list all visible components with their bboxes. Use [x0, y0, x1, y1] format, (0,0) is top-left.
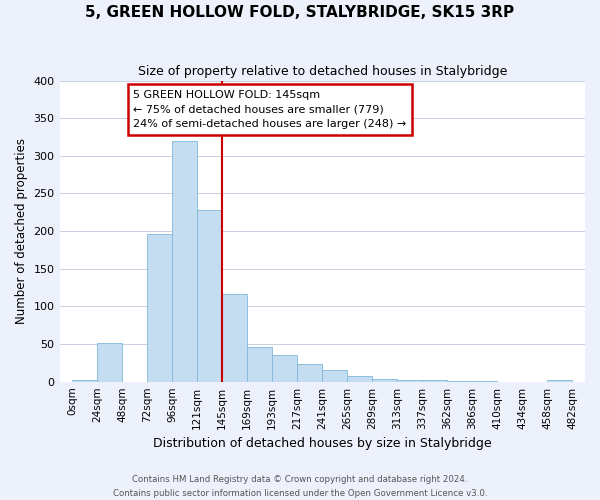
Bar: [172, 141, 197, 382]
Bar: [547, 380, 572, 382]
Bar: [97, 342, 122, 382]
Bar: [297, 364, 322, 382]
Text: 5, GREEN HOLLOW FOLD, STALYBRIDGE, SK15 3RP: 5, GREEN HOLLOW FOLD, STALYBRIDGE, SK15 …: [85, 5, 515, 20]
Y-axis label: Number of detached properties: Number of detached properties: [15, 138, 28, 324]
Text: 5 GREEN HOLLOW FOLD: 145sqm
← 75% of detached houses are smaller (779)
24% of se: 5 GREEN HOLLOW FOLD: 145sqm ← 75% of det…: [133, 90, 406, 129]
Title: Size of property relative to detached houses in Stalybridge: Size of property relative to detached ho…: [137, 65, 507, 78]
Bar: [422, 380, 448, 382]
Bar: [247, 347, 272, 382]
Bar: [472, 381, 497, 382]
Bar: [397, 380, 422, 382]
Bar: [347, 376, 373, 382]
Bar: [322, 370, 347, 382]
Bar: [72, 380, 97, 382]
X-axis label: Distribution of detached houses by size in Stalybridge: Distribution of detached houses by size …: [153, 437, 491, 450]
Bar: [373, 380, 397, 382]
Text: Contains HM Land Registry data © Crown copyright and database right 2024.
Contai: Contains HM Land Registry data © Crown c…: [113, 476, 487, 498]
Bar: [147, 234, 172, 382]
Bar: [222, 294, 247, 382]
Bar: [448, 381, 472, 382]
Bar: [197, 210, 222, 382]
Bar: [272, 356, 297, 382]
